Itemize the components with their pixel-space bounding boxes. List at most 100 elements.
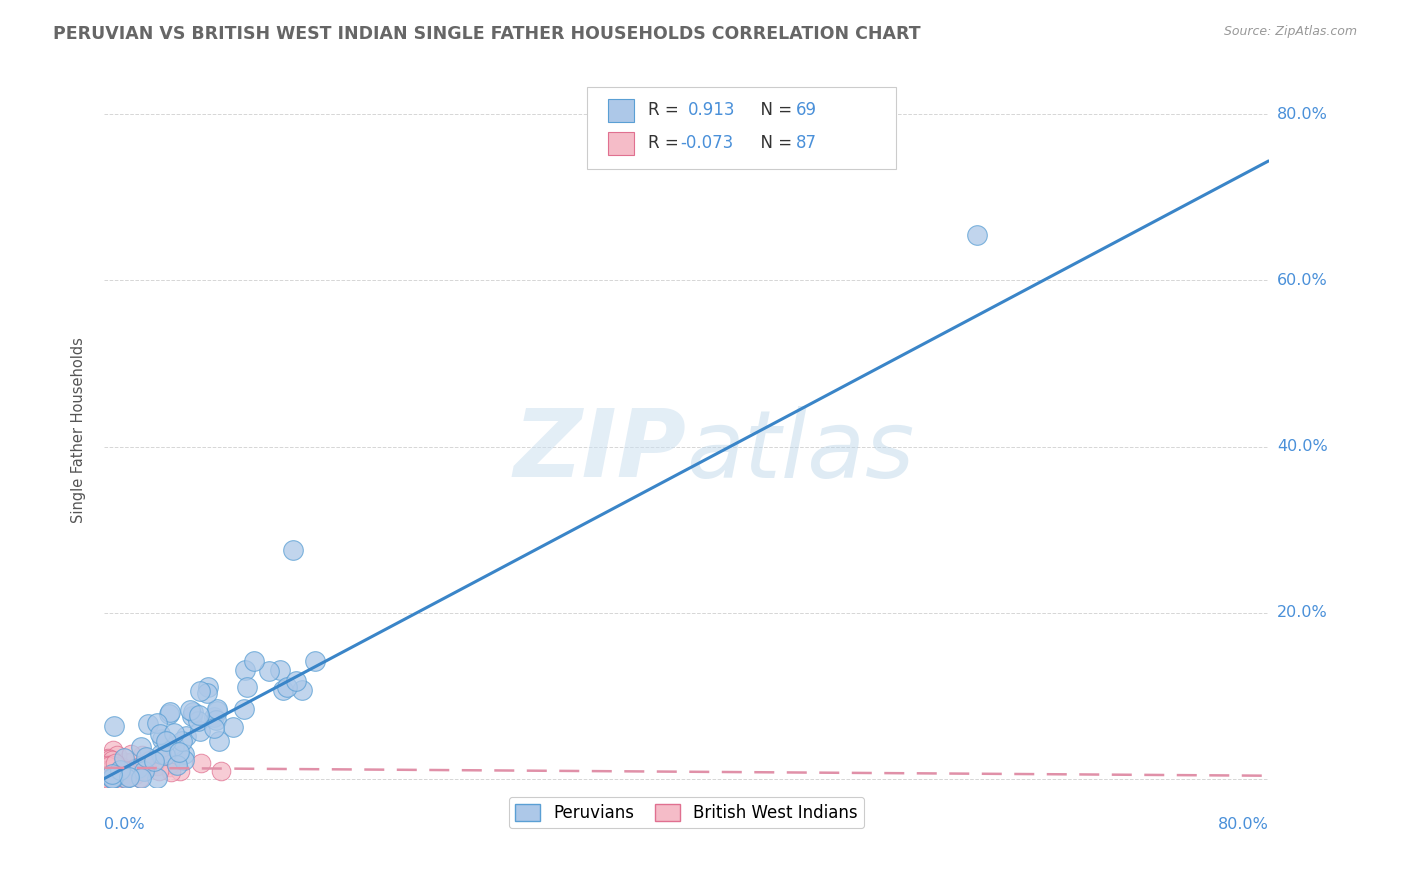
Point: [96, 756, 118, 771]
Text: ZIP: ZIP: [513, 405, 686, 498]
Point: [304, 654, 326, 668]
Point: [129, 771, 152, 785]
Point: [284, 673, 307, 688]
Point: [101, 753, 124, 767]
Text: 80.0%: 80.0%: [1218, 817, 1268, 832]
Point: [110, 770, 132, 784]
Point: [155, 734, 177, 748]
Point: [146, 759, 169, 773]
Point: [107, 764, 129, 778]
Point: [124, 761, 146, 775]
Text: R =: R =: [648, 134, 683, 153]
Point: [132, 757, 155, 772]
Point: [103, 760, 125, 774]
Text: R =: R =: [648, 102, 689, 120]
Point: [108, 762, 131, 776]
Point: [134, 764, 156, 778]
Text: atlas: atlas: [686, 406, 915, 497]
Point: [108, 764, 131, 779]
Text: 69: 69: [796, 102, 817, 120]
Point: [94, 763, 117, 777]
Point: [163, 739, 186, 754]
Point: [104, 758, 127, 772]
Point: [169, 764, 191, 778]
Point: [120, 765, 142, 780]
Point: [127, 761, 149, 775]
Point: [124, 762, 146, 776]
Point: [150, 751, 173, 765]
Text: Source: ZipAtlas.com: Source: ZipAtlas.com: [1223, 25, 1357, 38]
Point: [136, 761, 159, 775]
Point: [96, 758, 118, 772]
Point: [100, 758, 122, 772]
Text: N =: N =: [751, 134, 797, 153]
Point: [139, 753, 162, 767]
Point: [104, 771, 127, 785]
Point: [110, 770, 132, 784]
Point: [188, 723, 211, 738]
Point: [112, 762, 135, 776]
Point: [222, 720, 245, 734]
Point: [100, 771, 122, 785]
Point: [190, 756, 212, 770]
Point: [205, 704, 228, 718]
Point: [107, 764, 129, 778]
Point: [107, 758, 129, 772]
Point: [111, 760, 134, 774]
Point: [204, 713, 226, 727]
Point: [101, 771, 124, 785]
Point: [170, 733, 193, 747]
Point: [110, 760, 132, 774]
Point: [97, 751, 120, 765]
Point: [173, 753, 195, 767]
Point: [150, 731, 173, 746]
Point: [966, 227, 988, 242]
Text: N =: N =: [751, 102, 797, 120]
Point: [103, 768, 125, 782]
Point: [291, 683, 314, 698]
Point: [181, 705, 204, 719]
Y-axis label: Single Father Households: Single Father Households: [72, 337, 86, 523]
Point: [243, 654, 266, 668]
Point: [101, 743, 124, 757]
Point: [96, 756, 118, 771]
Legend: Peruvians, British West Indians: Peruvians, British West Indians: [509, 797, 865, 829]
Point: [112, 751, 135, 765]
Point: [179, 703, 201, 717]
Point: [104, 756, 127, 770]
Point: [103, 763, 125, 777]
Point: [94, 771, 117, 785]
Point: [129, 771, 152, 785]
Point: [167, 745, 190, 759]
Point: [114, 756, 136, 770]
Point: [101, 763, 124, 777]
Point: [101, 756, 124, 771]
Point: [163, 726, 186, 740]
Point: [195, 686, 218, 700]
Point: [114, 763, 136, 777]
Point: [232, 702, 254, 716]
Point: [197, 680, 219, 694]
Point: [153, 748, 176, 763]
Text: PERUVIAN VS BRITISH WEST INDIAN SINGLE FATHER HOUSEHOLDS CORRELATION CHART: PERUVIAN VS BRITISH WEST INDIAN SINGLE F…: [53, 25, 921, 43]
Point: [120, 755, 142, 769]
Point: [97, 758, 120, 772]
Point: [131, 747, 153, 762]
Point: [180, 709, 202, 723]
Text: 40.0%: 40.0%: [1277, 439, 1327, 454]
Point: [149, 747, 172, 761]
Point: [98, 761, 121, 775]
Point: [202, 710, 225, 724]
Point: [94, 768, 117, 782]
Text: 0.0%: 0.0%: [104, 817, 145, 832]
Point: [157, 706, 180, 721]
Point: [100, 771, 122, 785]
Point: [107, 764, 129, 779]
Point: [118, 770, 141, 784]
Point: [129, 740, 152, 755]
Point: [117, 764, 139, 779]
Point: [146, 771, 169, 785]
FancyBboxPatch shape: [588, 87, 896, 169]
Point: [96, 763, 118, 777]
Point: [159, 705, 181, 719]
